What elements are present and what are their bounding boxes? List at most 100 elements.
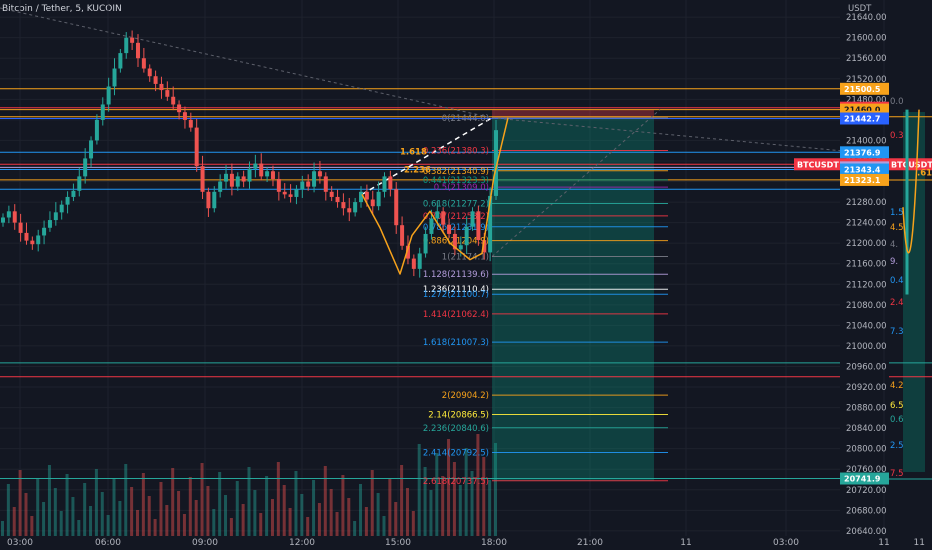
y-tick-label: 21080.00 — [846, 301, 887, 311]
price-chart[interactable]: 0(21444.0)0.236(21380.3)0.382(21340.9)0.… — [0, 0, 889, 550]
volume-bar — [6, 484, 10, 536]
projection-label-1618: 1.618 — [400, 148, 427, 158]
chart-grid — [0, 0, 885, 536]
volume-bar — [100, 492, 104, 536]
candle-body — [12, 211, 17, 223]
y-tick-label: 21240.00 — [846, 219, 887, 229]
candle-body — [30, 240, 35, 245]
volume-bar — [411, 511, 415, 536]
volume-bar — [253, 490, 257, 536]
volume-bar — [218, 472, 222, 536]
fib-level-label: 1.128(21139.6) — [423, 270, 489, 280]
candle-body — [253, 163, 258, 169]
volume-bar — [347, 498, 351, 536]
volume-bar — [36, 479, 40, 536]
volume-bar — [42, 502, 46, 536]
y-tick-label: 20640.00 — [846, 527, 887, 537]
price-tags: 21500.521463.721460.021446.021442.721376… — [794, 82, 889, 485]
volume-bar — [300, 494, 304, 536]
side-chart-bg — [889, 0, 932, 550]
x-tick-label: 11 — [680, 538, 691, 548]
candle-body — [441, 211, 446, 225]
volume-bar — [171, 468, 175, 536]
candle-body — [18, 222, 23, 233]
volume-bar — [335, 512, 339, 536]
candle-body — [241, 176, 246, 182]
candle-body — [94, 119, 99, 141]
volume-bar — [282, 485, 286, 536]
side-fib-label: 9. — [890, 257, 898, 267]
candle-body — [247, 168, 252, 182]
volume-bar — [370, 470, 374, 536]
y-tick-label: 21200.00 — [846, 239, 887, 249]
volume-bar — [341, 475, 345, 536]
x-tick-label: 21:00 — [577, 538, 603, 548]
volume-bar — [188, 477, 192, 536]
volume-bar — [359, 484, 363, 536]
candle-body — [411, 258, 416, 269]
price-tag-label: 21323.1 — [844, 176, 881, 185]
volume-bar — [118, 501, 122, 536]
volume-bar — [47, 465, 51, 536]
candle-body — [417, 253, 422, 269]
volume-bar — [288, 508, 292, 536]
volume-bar — [265, 476, 269, 536]
side-symbol-tag-label: BTCUSDT — [891, 160, 932, 169]
candle-body — [53, 212, 58, 221]
volume-bar — [394, 502, 398, 536]
candle-body — [206, 191, 211, 209]
downtrend-line — [0, 7, 493, 119]
candle-body — [312, 171, 317, 187]
side-fib-label: 0.3 — [890, 131, 904, 141]
volume-bar — [235, 481, 239, 536]
side-fib-label: 1.5 — [890, 208, 904, 218]
candle-body — [435, 211, 440, 219]
candle-body — [182, 112, 187, 120]
volume-bar — [429, 490, 433, 536]
candle-body — [306, 181, 311, 187]
volume-bar — [417, 444, 421, 536]
volume-bar — [452, 462, 456, 536]
side-pattern-curve — [902, 109, 920, 254]
candle-body — [159, 83, 164, 91]
candle-body — [188, 119, 193, 128]
volume-bar — [18, 470, 22, 536]
symbol-price-tag-label: BTCUSDT — [797, 160, 839, 169]
y-tick-label: 20880.00 — [846, 404, 887, 414]
long-position-box — [492, 109, 654, 481]
candle-body — [235, 176, 240, 187]
side-chart[interactable]: BTCUSDT 0.0 0.3 1.5 4.5 4. 9. 0.4 2.4 7.3 4.2 6.5 0.… — [889, 0, 932, 550]
y-tick-label: 21400.00 — [846, 136, 887, 146]
side-symbol-tag — [889, 158, 932, 171]
price-tag-bg — [840, 472, 889, 485]
side-fib-label: 6.5 — [890, 401, 904, 411]
volume-bar — [276, 462, 280, 536]
fib-level-label: 1(21174.1) — [442, 252, 489, 262]
position-risk-zone — [492, 109, 654, 118]
candle-body — [429, 218, 434, 234]
x-tick-label: 06:00 — [95, 538, 121, 548]
candle-body — [494, 130, 498, 196]
candle-body — [335, 196, 340, 203]
fib-level-label: 0.786(21231.9) — [423, 223, 489, 233]
volume-bar — [53, 488, 57, 536]
candle-body — [165, 90, 170, 97]
volume-bar — [106, 515, 110, 536]
y-tick-label: 20800.00 — [846, 445, 887, 455]
candle-body — [130, 37, 135, 43]
price-tag-label: 20741.9 — [844, 475, 881, 484]
x-tick-label: 15:00 — [385, 538, 411, 548]
fib-level-label: 0(21444.0) — [442, 114, 489, 124]
candle-body — [294, 189, 299, 197]
volume-bar — [382, 516, 386, 536]
y-tick-label: 20680.00 — [846, 506, 887, 516]
y-tick-label: 21640.00 — [846, 13, 887, 23]
volume-bar — [441, 476, 445, 536]
fib-level-label: 1.272(21100.7) — [423, 290, 489, 300]
volume-bar — [306, 517, 310, 536]
y-tick-label: 21560.00 — [846, 54, 887, 64]
candle-body — [106, 86, 111, 105]
volume-bar — [458, 485, 462, 536]
volume-bar — [294, 471, 298, 536]
side-fib-label: 0.6 — [890, 415, 904, 425]
